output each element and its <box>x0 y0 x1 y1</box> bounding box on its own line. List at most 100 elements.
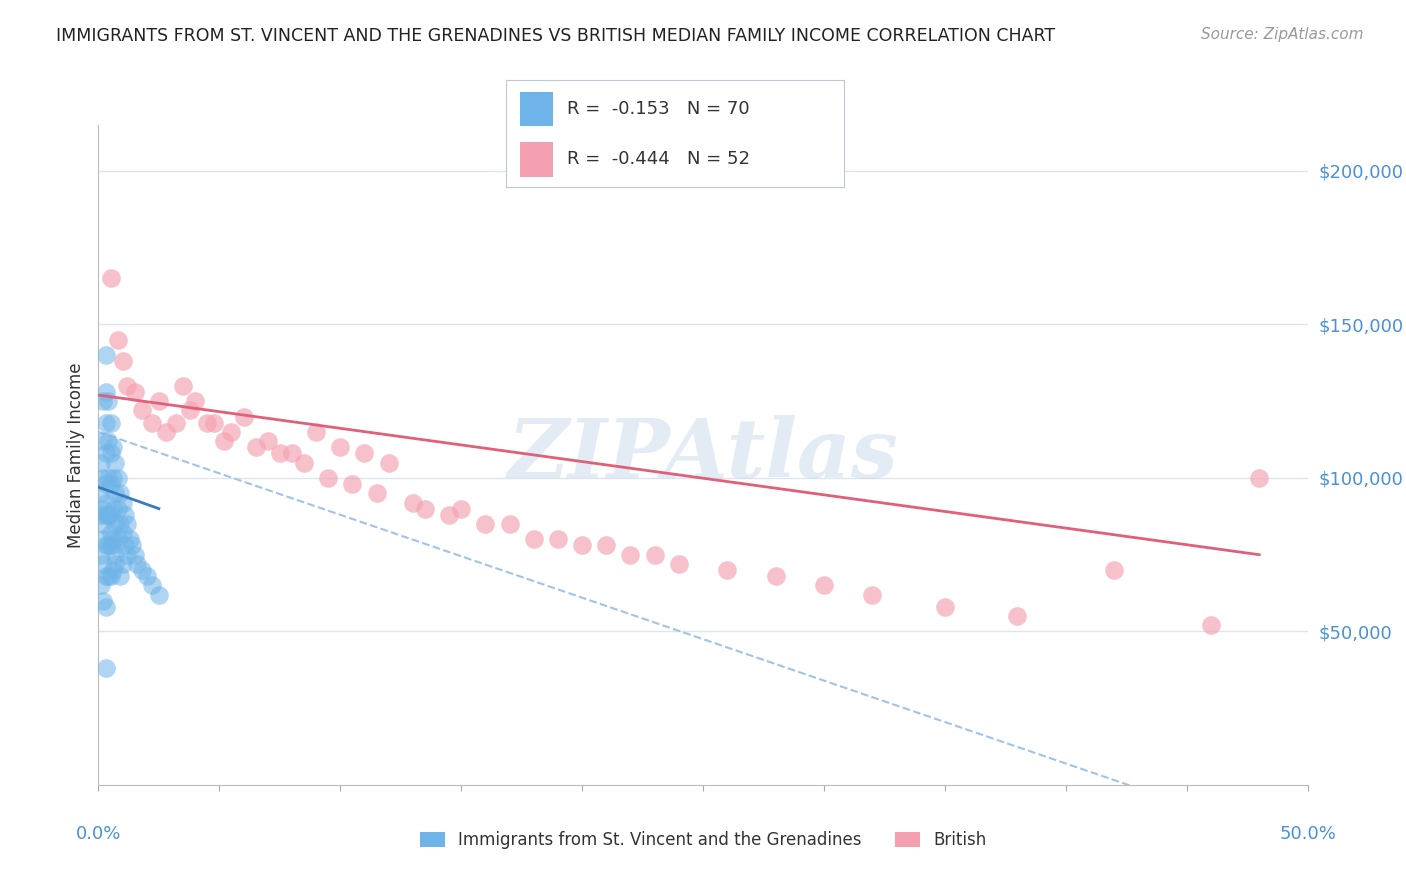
Point <box>1199 618 1222 632</box>
Point <box>91 471 114 485</box>
Point <box>179 403 201 417</box>
Point <box>329 440 352 454</box>
Point <box>104 456 127 470</box>
Point <box>94 539 117 553</box>
Point <box>1102 563 1125 577</box>
Point <box>305 425 328 439</box>
Point <box>934 599 956 614</box>
Point <box>111 495 134 509</box>
Point <box>195 416 218 430</box>
Point <box>765 569 787 583</box>
Point <box>108 569 131 583</box>
Point <box>571 539 593 553</box>
Point <box>184 394 207 409</box>
Legend: Immigrants from St. Vincent and the Grenadines, British: Immigrants from St. Vincent and the Gren… <box>413 824 993 855</box>
Text: R =  -0.153   N = 70: R = -0.153 N = 70 <box>567 100 749 118</box>
Point <box>94 495 117 509</box>
Point <box>316 471 339 485</box>
Point <box>107 471 129 485</box>
Point <box>91 533 114 547</box>
Point <box>114 539 136 553</box>
Point <box>104 486 127 500</box>
Point <box>100 508 122 522</box>
Point <box>860 588 883 602</box>
Point <box>377 456 399 470</box>
Point <box>212 434 235 449</box>
Point <box>148 588 170 602</box>
Point <box>121 539 143 553</box>
Point <box>104 557 127 571</box>
Point <box>148 394 170 409</box>
Point <box>100 539 122 553</box>
Point <box>97 471 120 485</box>
Point <box>107 333 129 347</box>
Point <box>172 379 194 393</box>
Point <box>450 501 472 516</box>
Point <box>124 548 146 562</box>
Text: IMMIGRANTS FROM ST. VINCENT AND THE GRENADINES VS BRITISH MEDIAN FAMILY INCOME C: IMMIGRANTS FROM ST. VINCENT AND THE GREN… <box>56 27 1056 45</box>
Point <box>97 508 120 522</box>
Point <box>204 416 226 430</box>
Point <box>91 501 114 516</box>
Point <box>716 563 738 577</box>
Point <box>100 477 122 491</box>
Point <box>402 495 425 509</box>
Point <box>94 446 117 460</box>
Point <box>100 526 122 541</box>
Point <box>165 416 187 430</box>
FancyBboxPatch shape <box>520 92 554 127</box>
Point <box>94 384 117 399</box>
Point <box>90 456 112 470</box>
Point <box>619 548 641 562</box>
Point <box>91 593 114 607</box>
Point <box>114 508 136 522</box>
Point <box>135 569 157 583</box>
Point <box>256 434 278 449</box>
Point <box>100 271 122 285</box>
Point <box>1007 609 1029 624</box>
Point <box>141 416 163 430</box>
Point <box>91 516 114 531</box>
Point <box>1249 471 1271 485</box>
Point <box>498 516 520 531</box>
Point <box>101 563 124 577</box>
Point <box>101 533 124 547</box>
Point <box>101 471 124 485</box>
Point <box>131 403 153 417</box>
Point <box>111 354 134 368</box>
Point <box>269 446 291 460</box>
Point <box>813 578 835 592</box>
Point <box>94 599 117 614</box>
Point <box>97 569 120 583</box>
Point <box>474 516 496 531</box>
Point <box>413 501 436 516</box>
Point <box>221 425 243 439</box>
Point <box>91 434 114 449</box>
Text: ZIPAtlas: ZIPAtlas <box>508 415 898 495</box>
Point <box>292 456 315 470</box>
Point <box>245 440 267 454</box>
Point <box>281 446 304 460</box>
Point <box>111 557 134 571</box>
Point <box>101 440 124 454</box>
Point <box>437 508 460 522</box>
Point <box>155 425 177 439</box>
Point <box>107 533 129 547</box>
Point <box>100 446 122 460</box>
Point <box>644 548 666 562</box>
Text: 50.0%: 50.0% <box>1279 824 1336 843</box>
Point <box>100 569 122 583</box>
Point <box>353 446 375 460</box>
Point <box>107 501 129 516</box>
FancyBboxPatch shape <box>520 143 554 177</box>
Point <box>97 434 120 449</box>
Point <box>595 539 617 553</box>
Text: Source: ZipAtlas.com: Source: ZipAtlas.com <box>1201 27 1364 42</box>
Point <box>90 548 112 562</box>
Point <box>124 384 146 399</box>
Point <box>94 416 117 430</box>
Point <box>90 486 112 500</box>
Point <box>118 533 141 547</box>
Point <box>90 508 112 522</box>
Text: 0.0%: 0.0% <box>76 824 121 843</box>
